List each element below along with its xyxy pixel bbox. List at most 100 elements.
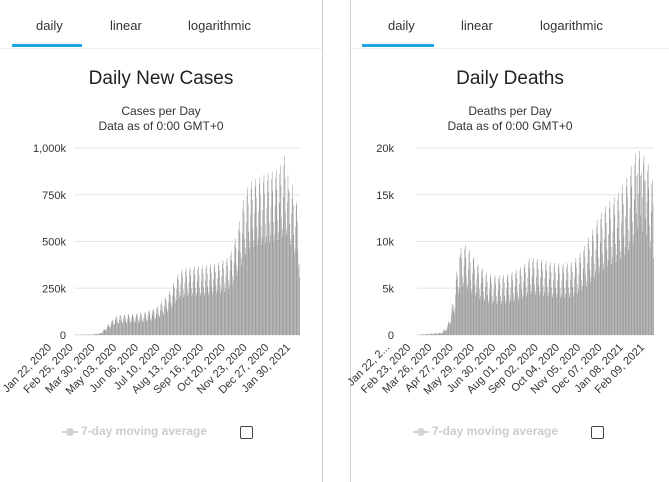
deaths-bar (549, 265, 551, 335)
deaths-bar (558, 263, 560, 335)
cases-bar (123, 315, 125, 335)
deaths-bar (524, 263, 526, 335)
deaths-tab-logarithmic[interactable]: logarithmic (540, 18, 603, 33)
deaths-bar (508, 294, 510, 335)
deaths-bar (440, 332, 441, 335)
cases-bar (220, 289, 222, 335)
cases-bar (114, 324, 115, 335)
deaths-bar (491, 282, 492, 335)
deaths-tab-daily[interactable]: daily (388, 18, 415, 33)
deaths-bar (423, 334, 424, 335)
deaths-bar (602, 253, 603, 335)
cases-bar (117, 321, 118, 335)
cases-bar (290, 244, 291, 335)
deaths-bar (448, 321, 450, 335)
deaths-bar (443, 330, 444, 335)
cases-bar (150, 317, 151, 335)
cases-bar (195, 287, 196, 335)
cases-moving-average-checkbox[interactable] (240, 426, 253, 439)
deaths-bar (471, 288, 473, 335)
deaths-bar (600, 218, 602, 335)
cases-bar (286, 229, 288, 335)
cases-bar (124, 316, 126, 335)
cases-bar (253, 240, 255, 335)
deaths-bar (446, 330, 447, 335)
deaths-bar (621, 222, 622, 335)
deaths-bar (493, 289, 495, 335)
deaths-bar (573, 292, 575, 335)
cases-bar (260, 225, 262, 335)
deaths-bar (581, 280, 582, 335)
cases-bar (252, 228, 254, 335)
cases-bar (204, 292, 206, 335)
cases-bar (261, 244, 262, 335)
cases-bar (118, 322, 120, 335)
cases-bar (134, 322, 135, 335)
cases-bar (222, 260, 224, 335)
cases-bar (299, 277, 300, 335)
cases-tab-logarithmic[interactable]: logarithmic (188, 18, 251, 33)
panel-divider-left (322, 0, 323, 482)
cases-bar (243, 200, 244, 335)
cases-bar (263, 182, 264, 335)
cases-bar (280, 185, 282, 335)
deaths-tab-linear[interactable]: linear (461, 18, 493, 33)
deaths-bar (616, 227, 618, 335)
deaths-bar (449, 323, 450, 335)
deaths-bar (610, 218, 611, 335)
cases-bar (143, 321, 144, 335)
cases-bar (119, 315, 121, 335)
cases-bar (215, 271, 216, 335)
deaths-bar (454, 312, 455, 335)
cases-bar (292, 204, 294, 335)
cases-bar (131, 318, 132, 335)
deaths-bar (506, 288, 507, 335)
deaths-bar (652, 204, 654, 335)
cases-bar (283, 197, 284, 335)
deaths-bar (496, 304, 498, 335)
deaths-bar (531, 276, 533, 335)
cases-bar (108, 325, 110, 335)
cases-bar (249, 248, 250, 335)
cases-bar (157, 309, 159, 335)
cases-bar (267, 180, 268, 335)
deaths-bar (528, 262, 529, 335)
cases-bar (186, 276, 187, 335)
cases-bar (175, 303, 176, 335)
cases-bar (265, 243, 266, 335)
deaths-bar (593, 242, 594, 335)
cases-bar (101, 333, 103, 335)
cases-bar (152, 310, 153, 335)
moving-average-legend-icon (62, 427, 78, 437)
cases-tab-linear[interactable]: linear (110, 18, 142, 33)
cases-bar (264, 224, 266, 335)
cases-bar (136, 313, 138, 335)
deaths-legend-moving-average[interactable]: 7-day moving average (413, 424, 558, 438)
deaths-bar (599, 266, 600, 335)
cases-bar (124, 314, 125, 335)
deaths-bar (570, 280, 571, 335)
deaths-bar (550, 262, 551, 335)
deaths-bar (532, 261, 534, 335)
deaths-bar (628, 249, 630, 335)
deaths-bar (478, 273, 479, 335)
cases-bar (275, 177, 276, 335)
cases-bar (117, 323, 119, 335)
deaths-bar (482, 268, 483, 335)
cases-bar (144, 313, 145, 335)
deaths-bar (650, 241, 651, 335)
deaths-bar (544, 292, 545, 335)
deaths-bar (438, 332, 440, 335)
cases-bar (149, 313, 151, 335)
cases-bar (268, 192, 269, 335)
deaths-bar (620, 251, 622, 335)
deaths-moving-average-checkbox[interactable] (591, 426, 604, 439)
cases-legend-moving-average[interactable]: 7-day moving average (62, 424, 207, 438)
cases-tab-daily[interactable]: daily (36, 18, 63, 33)
cases-bar (237, 270, 238, 335)
deaths-bar (560, 297, 561, 335)
cases-bar (163, 312, 165, 335)
cases-bar (95, 334, 96, 335)
cases-bar (202, 274, 204, 335)
cases-bar (160, 303, 162, 335)
